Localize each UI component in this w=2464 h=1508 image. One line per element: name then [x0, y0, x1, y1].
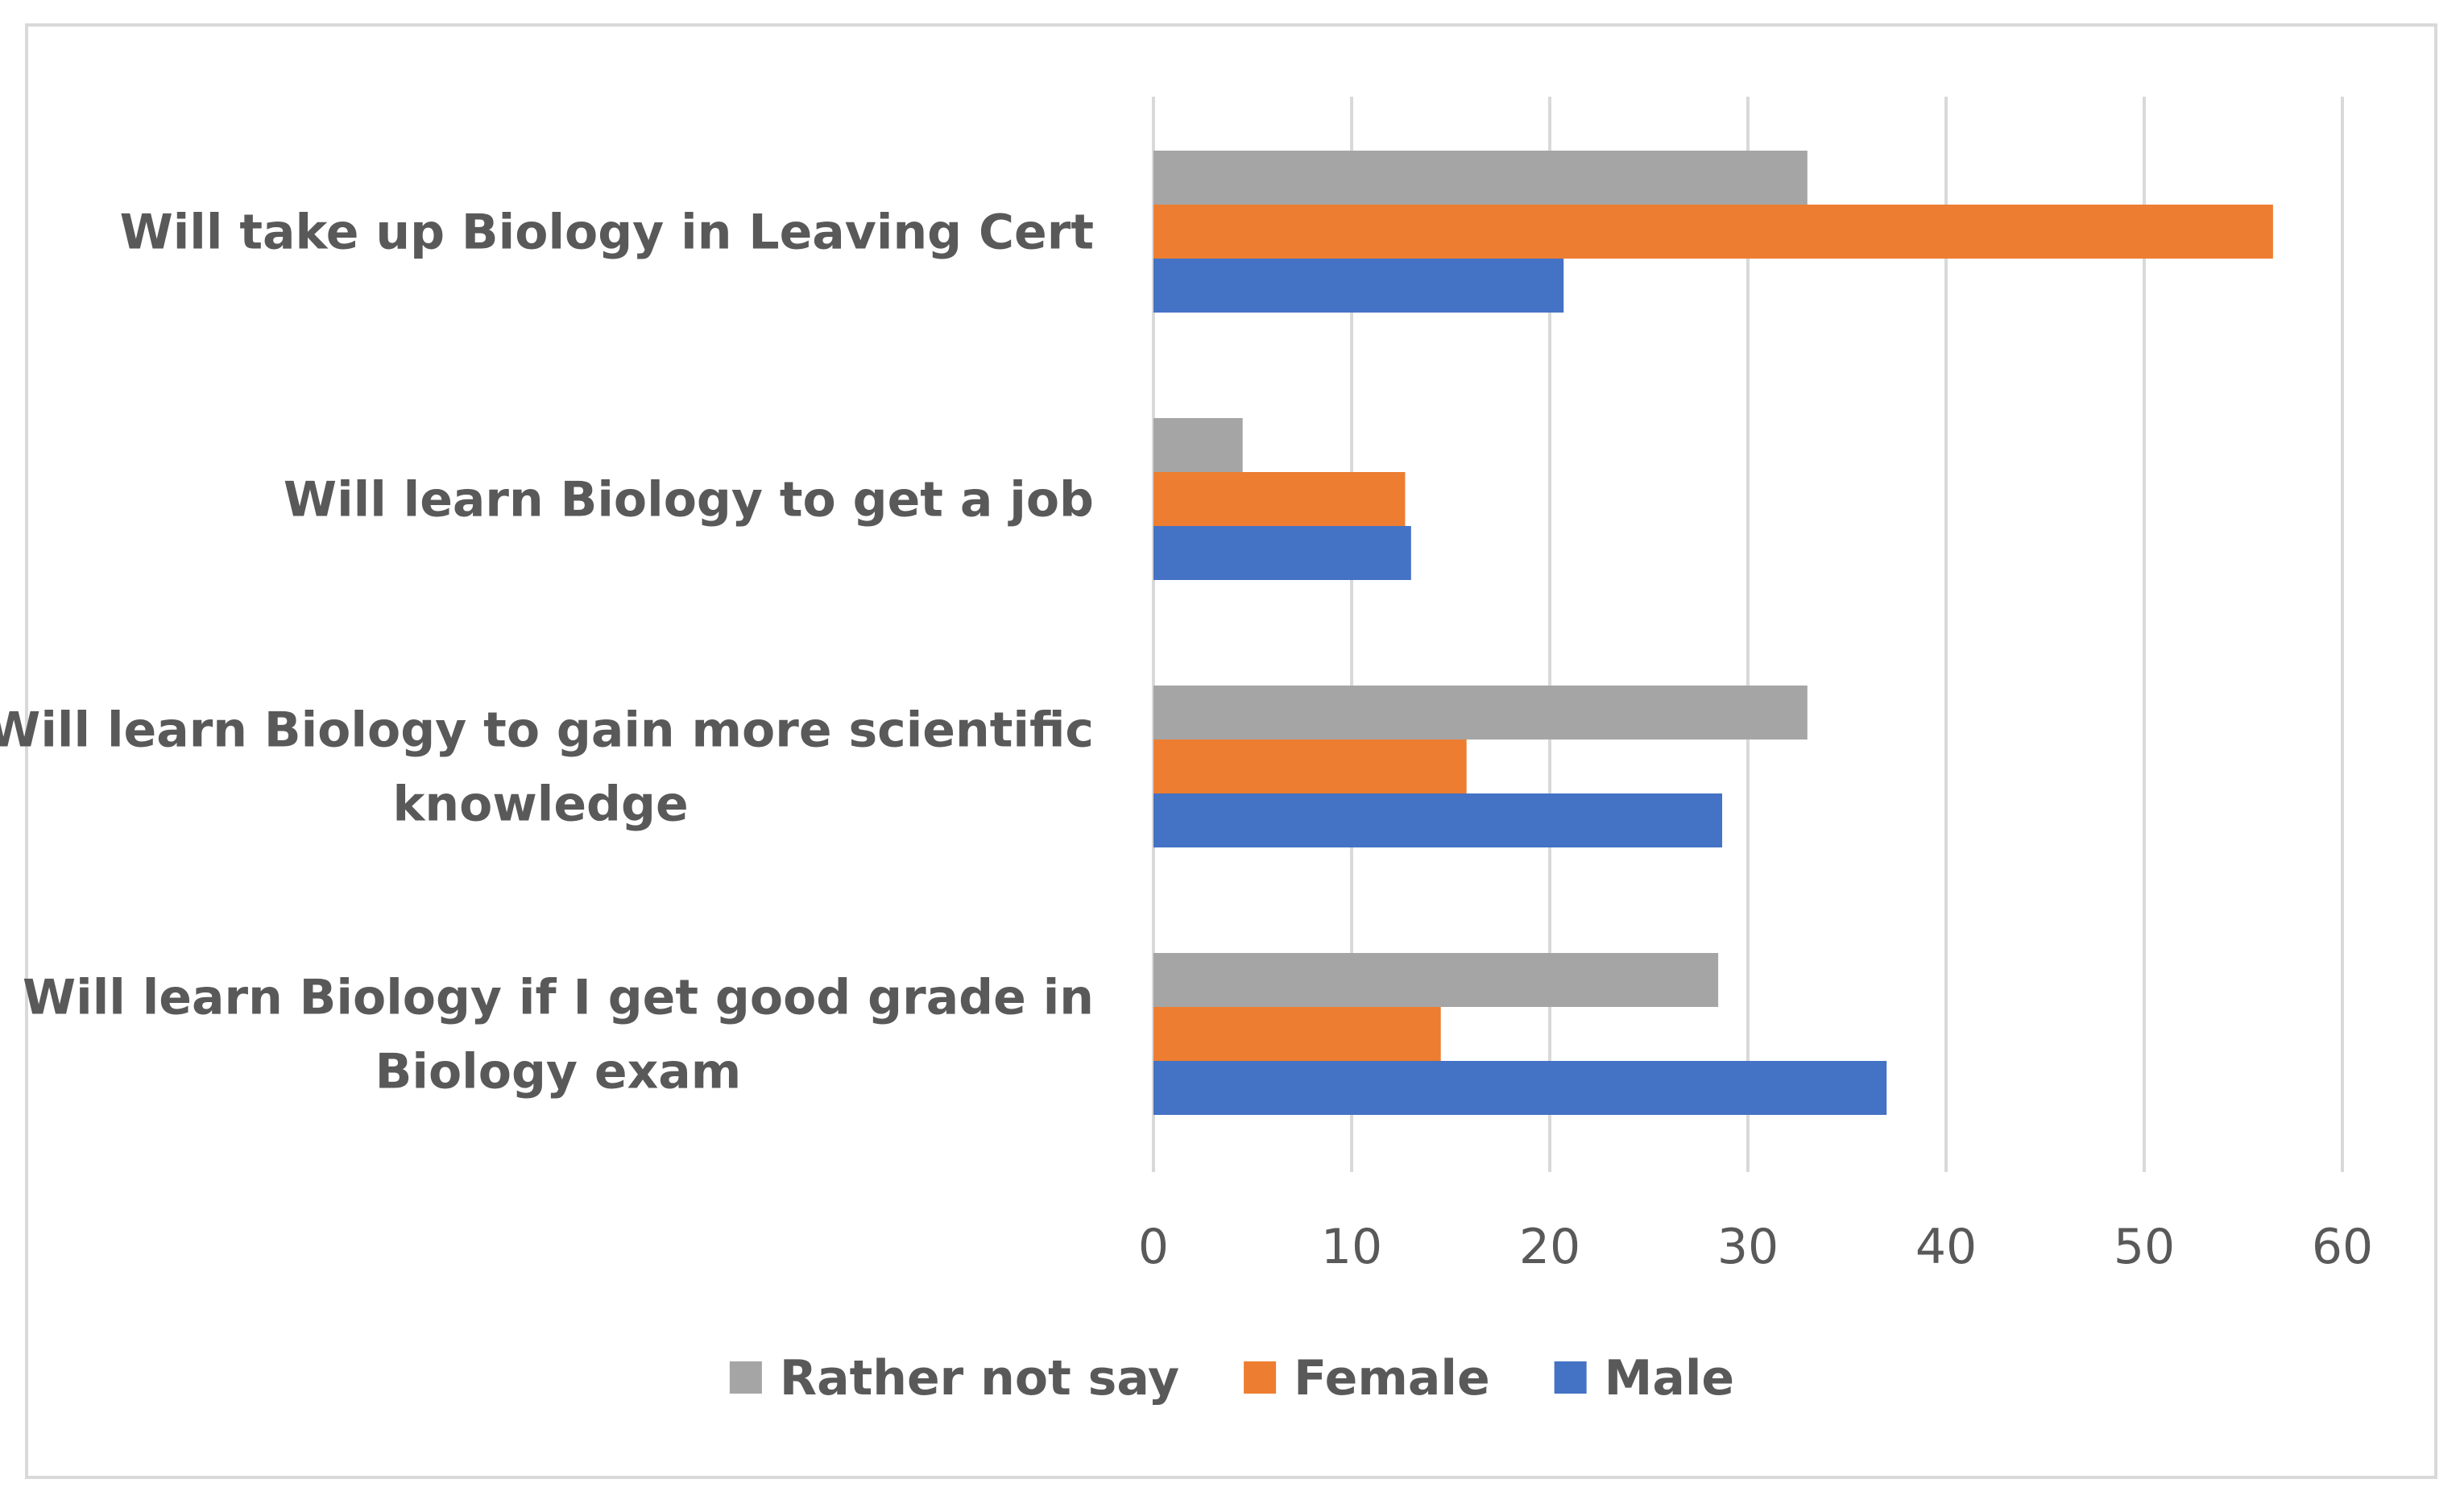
legend-swatch-female: [1244, 1361, 1277, 1394]
category-label: Will take up Biology in Leaving Cert: [120, 205, 1094, 261]
legend-swatch-male: [1554, 1361, 1587, 1394]
bar-female: [1153, 205, 2273, 259]
bar-male: [1153, 259, 1564, 313]
x-tick-label: 60: [2312, 1219, 2373, 1275]
legend-swatch-rather-not-say: [729, 1361, 762, 1394]
category-label: Biology exam: [375, 1044, 742, 1100]
legend-label: Male: [1605, 1350, 1734, 1406]
bar-rather-not-say: [1153, 953, 1719, 1007]
legend-label: Rather not say: [780, 1350, 1179, 1406]
x-axis-ticks: 0 10 20 30 40 50 60: [1138, 1219, 2373, 1275]
bar-female: [1153, 472, 1406, 526]
bar-male: [1153, 793, 1723, 847]
x-tick-label: 30: [1717, 1219, 1779, 1275]
x-tick-label: 50: [2114, 1219, 2175, 1275]
bar-female: [1153, 740, 1467, 793]
category-label: Will learn Biology to get a job: [284, 472, 1094, 528]
x-tick-label: 10: [1321, 1219, 1382, 1275]
category-label: knowledge: [393, 777, 689, 833]
legend: Rather not say Female Male: [729, 1350, 1734, 1406]
x-tick-label: 20: [1519, 1219, 1580, 1275]
legend-label: Female: [1294, 1350, 1490, 1406]
bars: [1153, 151, 2273, 1115]
category-labels: Will take up Biology in Leaving Cert Will…: [0, 205, 1094, 1100]
bar-rather-not-say: [1153, 151, 1808, 205]
bar-male: [1153, 1061, 1887, 1115]
category-label: Will learn Biology if I get good grade i…: [23, 970, 1094, 1026]
bar-rather-not-say: [1153, 418, 1243, 472]
x-tick-label: 0: [1138, 1219, 1169, 1275]
bar-female: [1153, 1007, 1441, 1061]
x-tick-label: 40: [1915, 1219, 1977, 1275]
category-label: Will learn Biology to gain more scientif…: [0, 702, 1094, 759]
bar-rather-not-say: [1153, 686, 1808, 740]
bar-male: [1153, 526, 1411, 580]
